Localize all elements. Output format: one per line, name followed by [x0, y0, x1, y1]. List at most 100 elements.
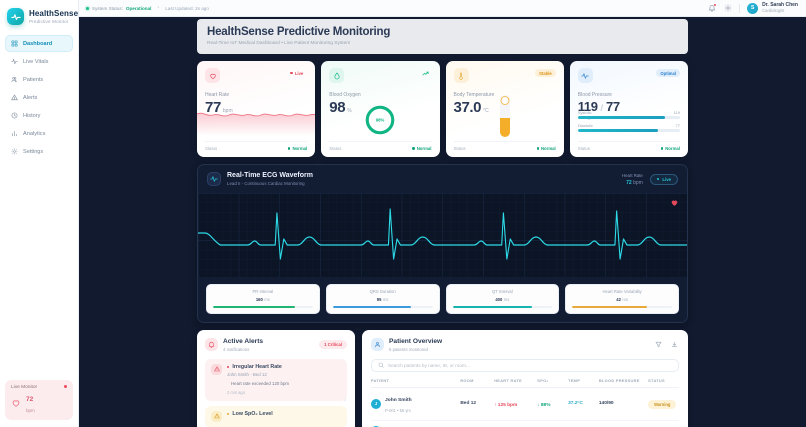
status-badge: Live [286, 69, 307, 77]
sidebar-item-label: Patients [23, 76, 44, 83]
sidebar-item-history[interactable]: History [5, 107, 73, 124]
vital-card-blood-pressure[interactable]: Optimal Blood Pressure 119 / 77 mmHg Sys… [569, 61, 688, 157]
alert-list: Irregular Heart Rate John Smith - Bed 12… [205, 358, 347, 427]
heart-icon [205, 68, 220, 83]
patient-room [460, 420, 495, 427]
gear-icon [10, 148, 18, 156]
patient-room: Bed 12 [460, 387, 495, 421]
diastolic-value: 77 [606, 99, 620, 114]
system-status-value: Operational [125, 5, 152, 11]
metric-value: 160 [255, 296, 263, 302]
alert-item[interactable]: Irregular Heart Rate John Smith - Bed 12… [205, 358, 347, 401]
sidebar-item-alerts[interactable]: Alerts [5, 89, 73, 106]
filter-icon[interactable] [654, 340, 663, 349]
sidebar-item-label: History [23, 112, 41, 119]
page-subtitle: Real-Time IoT Medical Dashboard • Live P… [207, 41, 351, 46]
patient-search[interactable] [371, 358, 679, 372]
metric-unit: ms [622, 296, 628, 302]
trend-arrow: ↑ [494, 402, 497, 408]
diastolic-bar-fill [577, 129, 658, 132]
table-row[interactable]: J John Smith P-001 • 58 yrs Bed 12 [371, 387, 679, 421]
bp-separator: / [600, 103, 604, 113]
vital-status-value: Normal [660, 146, 680, 151]
sidebar: HealthSense Predictive Monitor Dashboard… [0, 0, 79, 427]
bell-icon[interactable] [707, 3, 717, 13]
status-dot-icon [86, 6, 89, 10]
systolic-label: Systolic [577, 109, 592, 115]
column-room: ROOM [460, 377, 495, 388]
sidebar-nav: Dashboard Live Vitals Patients Alerts Hi… [0, 35, 78, 160]
ecg-hr-unit: bpm [633, 179, 643, 186]
diastolic-label: Diastolic [577, 122, 593, 128]
metric-label: Heart Rate Variability [602, 289, 642, 294]
ecg-header: Real-Time ECG Waveform Lead II - Continu… [198, 165, 687, 193]
column-spo2: SPO₂ [537, 377, 569, 388]
live-monitor-value: 72 [26, 396, 34, 403]
bar-chart-icon [10, 130, 18, 138]
vital-card-heart-rate[interactable]: Live Heart Rate 77 bpm [197, 61, 316, 157]
heart-icon [670, 198, 679, 210]
alert-item[interactable]: Low SpO₂ Level [205, 405, 347, 427]
metric-pr-interval: PR Interval 160 ms [206, 284, 320, 314]
gear-icon[interactable] [723, 4, 732, 13]
warning-triangle-icon [10, 94, 18, 102]
ecg-hr-label: Heart Rate [622, 172, 643, 178]
system-status: System Status: Operational [86, 6, 151, 11]
vital-status-label: Status [329, 146, 342, 151]
sidebar-item-analytics[interactable]: Analytics [5, 125, 73, 142]
table-row[interactable]: S Sarah Johnson [371, 420, 679, 427]
alerts-header: Active Alerts 4 notifications 1 Critical [205, 338, 347, 352]
dashboard-content: Live Heart Rate 77 bpm [79, 61, 806, 427]
pulse-icon [7, 8, 24, 25]
oxygen-ring-label: 98% [376, 118, 385, 123]
activity-icon [10, 58, 18, 66]
pulse-icon [207, 172, 221, 186]
alert-title: Low SpO₂ Level [232, 410, 273, 417]
avatar: S [747, 2, 759, 14]
trend-up-icon [418, 68, 433, 78]
ecg-hr-value: 72 [626, 179, 632, 186]
live-monitor-title: Live Monitor [11, 385, 38, 390]
bell-icon [205, 338, 218, 352]
sidebar-item-label: Alerts [23, 94, 38, 101]
oxygen-ring-gauge: 98% [321, 103, 439, 137]
metric-bar-fill [452, 306, 533, 308]
ecg-subtitle: Lead II - Continuous Cardiac Monitoring [227, 181, 305, 186]
vital-card-body-temperature[interactable]: Stable Body Temperature 37.0 °C Stat [445, 61, 564, 157]
topbar-divider [739, 3, 741, 13]
user-menu[interactable]: S Dr. Sarah Chen Cardiologist [747, 2, 798, 14]
column-temp: TEMP [568, 377, 599, 388]
alerts-title: Active Alerts [223, 337, 264, 345]
patient-blood-pressure [598, 420, 649, 427]
systolic-bar-fill [577, 116, 665, 119]
ecg-title: Real-Time ECG Waveform [227, 172, 313, 179]
systolic-value: 119 [577, 99, 598, 114]
patients-header: Patient Overview 5 patients monitored [371, 338, 679, 352]
live-monitor-unit: bpm [26, 408, 35, 413]
brand: HealthSense Predictive Monitor [0, 0, 78, 35]
status-badge: Stable [535, 69, 556, 77]
status-badge: Optimal [656, 69, 680, 77]
ecg-live-button[interactable]: Live [649, 173, 678, 185]
alert-patient: John Smith - Bed 12 [227, 372, 267, 378]
main-area: System Status: Operational • Last Update… [79, 0, 806, 427]
vitals-row: Live Heart Rate 77 bpm [197, 61, 688, 157]
vital-value: 98 [329, 99, 346, 116]
search-input[interactable] [388, 362, 672, 368]
sidebar-item-settings[interactable]: Settings [5, 143, 73, 160]
metric-qt-interval: QT Interval 400 ms [445, 284, 560, 314]
active-alerts-panel: Active Alerts 4 notifications 1 Critical [197, 329, 355, 427]
droplet-icon [329, 68, 345, 83]
systolic-reading: 119 [673, 109, 680, 115]
critical-count-badge: 1 Critical [319, 340, 347, 350]
vital-card-blood-oxygen[interactable]: Blood Oxygen 98 % 98% [321, 61, 440, 157]
sidebar-item-patients[interactable]: Patients [5, 71, 73, 88]
download-icon[interactable] [670, 340, 679, 349]
metric-unit: ms [382, 296, 389, 302]
sidebar-item-dashboard[interactable]: Dashboard [5, 35, 73, 52]
diastolic-reading: 77 [675, 122, 680, 128]
sidebar-item-label: Analytics [23, 130, 46, 137]
metric-bar-fill [332, 306, 411, 308]
sidebar-item-live-vitals[interactable]: Live Vitals [5, 53, 73, 70]
